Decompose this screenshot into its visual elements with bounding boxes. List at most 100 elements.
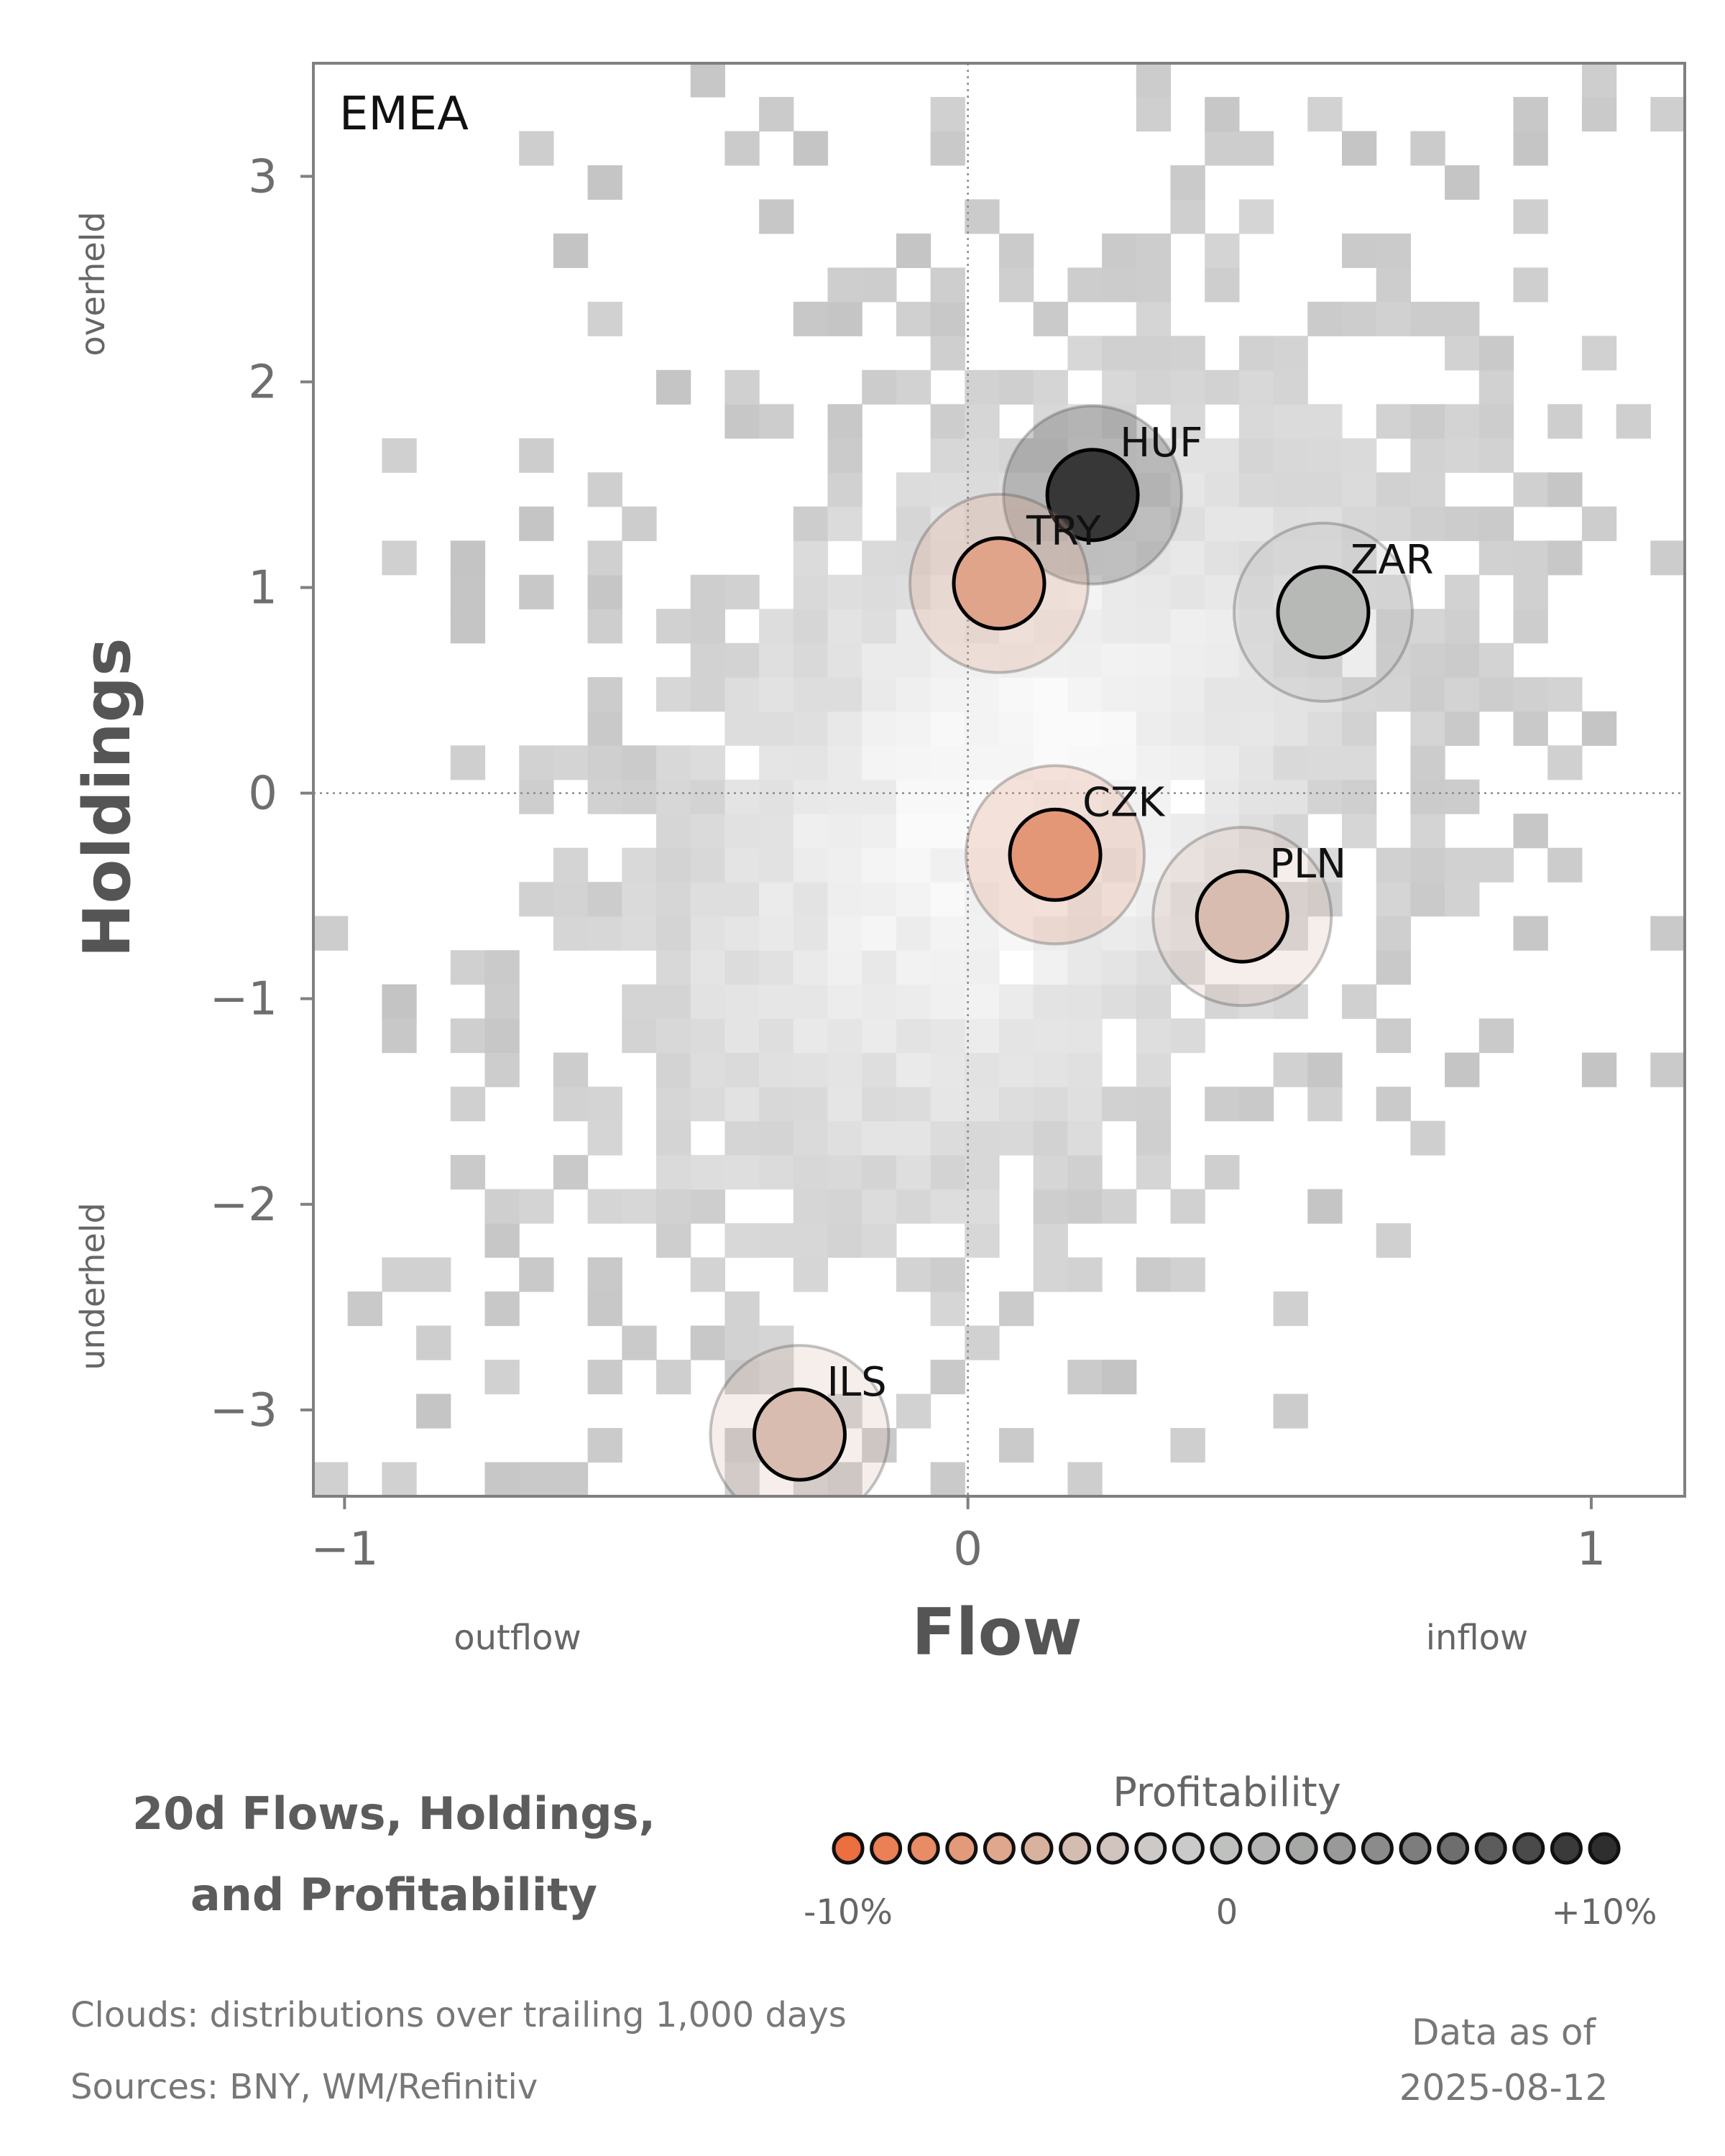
heatmap-cell: [896, 609, 932, 644]
heatmap-cell: [999, 267, 1034, 303]
heatmap-cell: [519, 1462, 554, 1496]
heatmap-cell: [622, 984, 657, 1019]
heatmap-cell: [690, 1189, 725, 1224]
heatmap-cell: [587, 574, 622, 609]
heatmap-cell: [1136, 609, 1172, 644]
heatmap-cell: [1513, 574, 1548, 609]
heatmap-cell: [1581, 63, 1617, 98]
heatmap-cell: [1376, 1018, 1411, 1054]
heatmap-cell: [1445, 165, 1480, 200]
heatmap-cell: [1170, 336, 1205, 371]
heatmap-cell: [587, 165, 622, 200]
heatmap-cell: [484, 1052, 520, 1087]
heatmap-cell: [862, 814, 897, 849]
heatmap-cell: [1238, 540, 1274, 576]
heatmap-cell: [1102, 574, 1137, 609]
heatmap-cell: [1102, 847, 1137, 883]
heatmap-cell: [690, 779, 725, 814]
heatmap-cell: [827, 609, 862, 644]
legend-swatch: [945, 1832, 978, 1865]
legend-max-label: +10%: [1552, 1892, 1657, 1932]
heatmap-cell: [827, 1462, 862, 1496]
heatmap-cell: [587, 540, 622, 576]
heatmap-cell: [965, 916, 1000, 951]
heatmap-cell: [1102, 336, 1137, 371]
heatmap-cell: [827, 950, 862, 985]
heatmap-cell: [759, 882, 794, 917]
heatmap-cell: [587, 609, 622, 644]
legend-swatch: [1474, 1832, 1507, 1865]
heatmap-cell: [1410, 438, 1445, 473]
heatmap-cell: [793, 574, 829, 609]
heatmap-cell: [827, 1087, 862, 1122]
heatmap-cell: [1478, 336, 1514, 371]
heatmap-cell: [896, 984, 932, 1019]
point-pln: PLN: [1151, 826, 1346, 1008]
heatmap-cell: [1273, 711, 1308, 746]
heatmap-cell: [1067, 336, 1103, 371]
point-marker: [1195, 869, 1289, 964]
heatmap-cell: [930, 438, 965, 473]
heatmap-cell: [1136, 950, 1172, 985]
heatmap-cell: [930, 1291, 965, 1327]
heatmap-cell: [656, 950, 691, 985]
heatmap-cell: [1136, 233, 1172, 268]
heatmap-cell: [1136, 336, 1172, 371]
legend-swatch: [1512, 1832, 1545, 1865]
heatmap-cell: [965, 1052, 1000, 1087]
heatmap-cell: [1376, 1223, 1411, 1258]
heatmap-cell: [1238, 336, 1274, 371]
heatmap-cell: [1067, 540, 1103, 576]
footer-clouds-note: Clouds: distributions over trailing 1,00…: [70, 1995, 847, 2035]
heatmap-cell: [1067, 642, 1103, 678]
heatmap-cell: [1136, 1018, 1172, 1054]
heatmap-cell: [1376, 609, 1411, 644]
heatmap-cell: [450, 574, 486, 609]
heatmap-cell: [1410, 745, 1445, 780]
heatmap-cell: [999, 1052, 1034, 1087]
heatmap-cell: [1513, 131, 1548, 166]
heatmap-cell: [724, 1120, 760, 1156]
heatmap-cell: [1067, 1462, 1103, 1496]
y-axis-title: Holdings: [70, 637, 145, 957]
heatmap-cell: [690, 1087, 725, 1122]
heatmap-cell: [1445, 438, 1480, 473]
heatmap-cell: [553, 1155, 589, 1190]
heatmap-cell: [930, 267, 965, 303]
heatmap-cell: [965, 1189, 1000, 1224]
heatmap-cell: [587, 1257, 622, 1292]
heatmap-cell: [896, 1189, 932, 1224]
heatmap-cell: [930, 609, 965, 644]
heatmap-cell: [1170, 438, 1205, 473]
heatmap-cell: [1033, 984, 1068, 1019]
heatmap-cell: [1170, 506, 1205, 541]
heatmap-cell: [1445, 677, 1480, 712]
heatmap-cell: [724, 711, 760, 746]
heatmap-cell: [587, 472, 622, 507]
heatmap-cell: [1273, 472, 1308, 507]
heatmap-cell: [724, 1155, 760, 1190]
heatmap-cell: [1102, 233, 1137, 268]
heatmap-cell: [1033, 711, 1068, 746]
heatmap-cell: [1205, 369, 1240, 405]
heatmap-cell: [1410, 642, 1445, 678]
heatmap-cell: [827, 404, 862, 439]
heatmap-cell: [793, 847, 829, 883]
heatmap-cell: [1513, 96, 1548, 132]
heatmap-cell: [930, 1462, 965, 1496]
heatmap-cell: [1170, 847, 1205, 883]
heatmap-cell: [1445, 711, 1480, 746]
legend-swatch: [1550, 1832, 1583, 1865]
heatmap-cell: [1205, 506, 1240, 541]
heatmap-cell: [519, 882, 554, 917]
heatmap-cell: [1238, 404, 1274, 439]
heatmap-cell: [1136, 369, 1172, 405]
heatmap-cell: [965, 779, 1000, 814]
heatmap-cell: [1136, 63, 1172, 98]
legend-swatch: [1134, 1832, 1167, 1865]
heatmap-cell: [965, 1120, 1000, 1156]
legend-swatch: [1210, 1832, 1243, 1865]
heatmap-cell: [1307, 96, 1343, 132]
heatmap-cell: [793, 1257, 829, 1292]
heatmap-cell: [793, 1087, 829, 1122]
